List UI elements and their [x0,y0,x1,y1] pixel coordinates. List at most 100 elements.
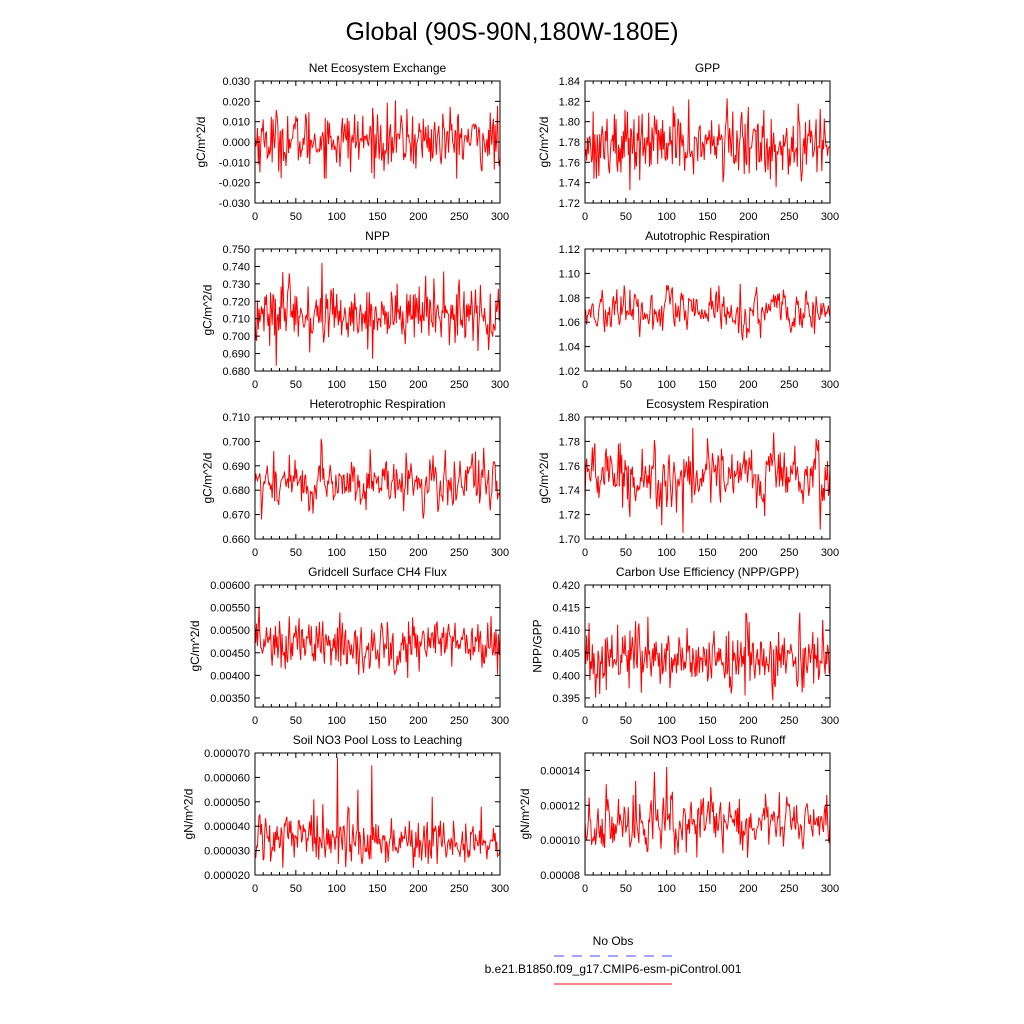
x-tick-label: 200 [409,379,427,391]
y-tick-label: 0.400 [552,670,580,682]
panel-title: GPP [695,61,720,75]
y-tick-label: -0.020 [219,178,250,190]
y-tick-label: 1.12 [559,244,580,256]
x-tick-label: 300 [491,379,509,391]
x-tick-label: 250 [780,211,798,223]
x-tick-label: 50 [620,211,632,223]
y-tick-label: 0.00500 [210,625,250,637]
y-tick-label: 0.710 [222,314,250,326]
y-tick-label: 0.730 [222,279,250,291]
x-tick-label: 50 [290,379,302,391]
y-axis-label: gC/m^2/d [201,453,215,504]
x-tick-label: 200 [739,547,757,559]
legend-label-no-obs: No Obs [593,934,634,948]
panel-0: Net Ecosystem Exchange 0 50 100 150 200 250 300… [194,61,509,223]
y-tick-label: 0.00550 [210,603,250,615]
y-tick-label: 0.020 [222,96,250,108]
y-tick-label: 0.00012 [540,800,580,812]
x-tick-label: 300 [821,715,839,727]
series-line [584,283,831,341]
y-tick-label: 0.700 [222,436,250,448]
y-axis-label: gC/m^2/d [201,285,215,336]
x-tick-label: 50 [290,547,302,559]
y-tick-label: 1.08 [559,293,580,305]
series-line [254,262,501,366]
y-tick-label: 0.00400 [210,670,250,682]
x-tick-label: 50 [290,211,302,223]
x-tick-label: 50 [620,547,632,559]
y-tick-label: 0.740 [222,261,250,273]
y-tick-label: 0.000020 [204,870,250,882]
x-tick-label: 300 [491,883,509,895]
x-tick-label: 150 [698,883,716,895]
y-tick-label: 0.00350 [210,693,250,705]
x-tick-label: 250 [780,883,798,895]
y-tick-label: 0.410 [552,625,580,637]
x-tick-label: 300 [491,715,509,727]
panel-title: Heterotrophic Respiration [309,397,445,411]
x-tick-label: 0 [582,715,588,727]
x-tick-label: 100 [327,883,345,895]
y-tick-label: 0.00450 [210,648,250,660]
y-tick-label: 0.690 [222,349,250,361]
x-tick-label: 150 [368,547,386,559]
x-tick-label: 250 [780,379,798,391]
y-tick-label: 1.84 [559,76,580,88]
plot-frame [254,752,501,876]
x-tick-label: 300 [821,379,839,391]
x-tick-label: 200 [409,715,427,727]
x-tick-label: 200 [739,883,757,895]
series-line [584,98,831,191]
x-tick-label: 100 [657,883,675,895]
x-tick-label: 250 [780,715,798,727]
y-tick-label: 1.80 [559,117,580,129]
y-tick-label: 1.78 [559,137,580,149]
figure-title: Global (90S-90N,180W-180E) [345,18,678,46]
x-tick-label: 100 [327,547,345,559]
x-tick-label: 100 [657,547,675,559]
y-tick-label: 1.76 [559,157,580,169]
y-tick-label: 0.000040 [204,821,250,833]
x-tick-label: 200 [409,547,427,559]
x-tick-label: 250 [450,715,468,727]
series-line [254,100,501,179]
y-tick-label: 0.00010 [540,835,580,847]
x-tick-label: 0 [582,883,588,895]
y-axis-label: gC/m^2/d [537,453,551,504]
panel-2: NPP 0 50 100 150 200 250 300 0.680 0.690 0.700 0.71… [201,229,510,391]
y-tick-label: 0.030 [222,76,250,88]
x-tick-label: 100 [327,715,345,727]
x-tick-label: 250 [780,547,798,559]
series-line [254,606,501,678]
y-axis-label: gC/m^2/d [537,117,551,168]
y-tick-label: 1.04 [559,342,580,354]
x-tick-label: 150 [368,379,386,391]
legend: No Obs b.e21.B1850.f09_g17.CMIP6-esm-piC… [485,934,742,985]
x-tick-label: 150 [698,547,716,559]
x-tick-label: 150 [698,715,716,727]
y-tick-label: 0.420 [552,580,580,592]
y-axis-label: gN/m^2/d [182,789,196,840]
series-line [584,612,831,701]
x-tick-label: 250 [450,379,468,391]
y-tick-label: 1.10 [559,268,580,280]
x-tick-label: 200 [739,211,757,223]
x-tick-label: 200 [409,883,427,895]
panel-6: Gridcell Surface CH4 Flux 0 50 100 150 200 250… [188,565,509,727]
panel-title: Carbon Use Efficiency (NPP/GPP) [616,565,799,579]
y-tick-label: 0.680 [222,485,250,497]
panel-3: Autotrophic Respiration 0 50 100 150 200 250 30… [559,229,840,391]
x-tick-label: 150 [698,211,716,223]
y-tick-label: 1.74 [559,485,580,497]
y-tick-label: 0.010 [222,117,250,129]
panel-7: Carbon Use Efficiency (NPP/GPP) 0 50 100 150… [531,565,840,727]
y-tick-label: 0.660 [222,534,250,546]
y-tick-label: 0.680 [222,366,250,378]
y-tick-label: 1.80 [559,412,580,424]
y-tick-label: 0.000070 [204,748,250,760]
y-tick-label: 0.000060 [204,772,250,784]
y-tick-label: 0.670 [222,510,250,522]
x-tick-label: 50 [620,883,632,895]
x-tick-label: 0 [252,715,258,727]
